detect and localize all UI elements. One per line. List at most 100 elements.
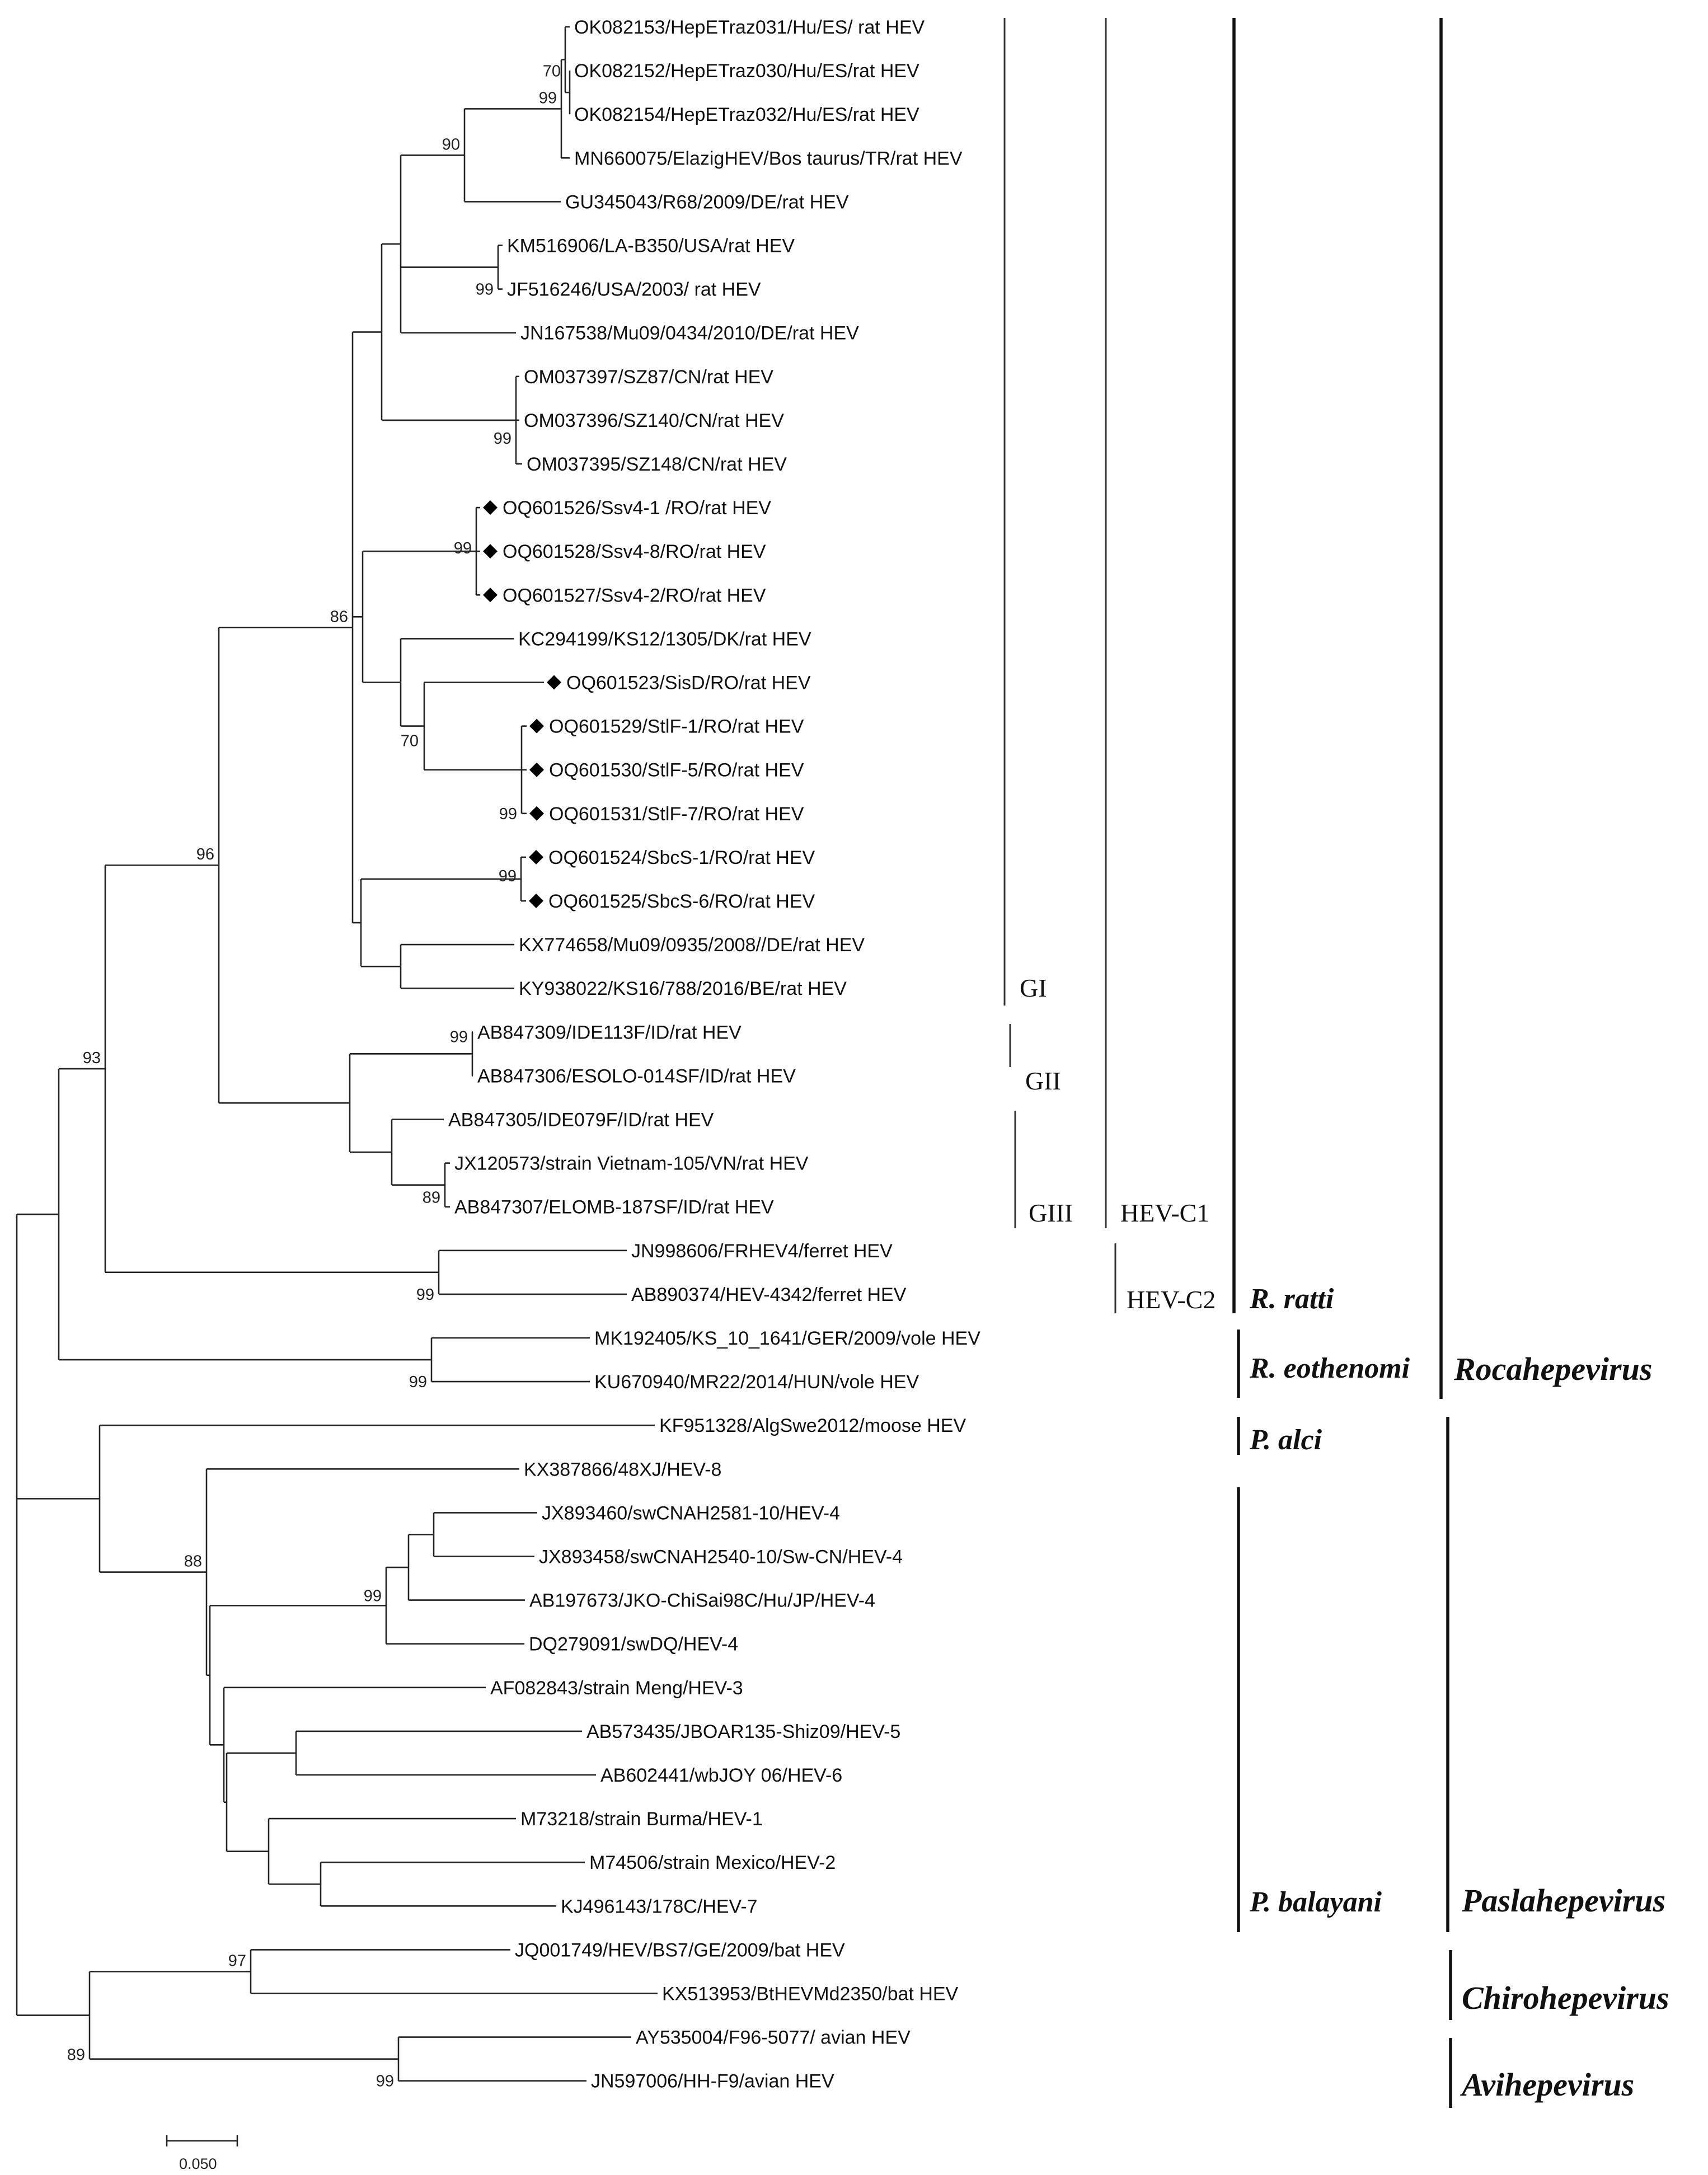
diamond-marker-icon [529, 762, 544, 777]
leaf-label: M73218/strain Burma/HEV-1 [520, 1808, 763, 1830]
leaf-label: OM037395/SZ148/CN/rat HEV [527, 454, 787, 475]
bootstrap-value: 99 [454, 539, 472, 557]
bootstrap-value: 99 [409, 1373, 427, 1391]
genotype-bars [1003, 18, 1452, 2108]
label-hev-c2: HEV-C2 [1127, 1285, 1216, 1314]
diamond-marker-icon [483, 588, 498, 603]
bootstrap-value: 97 [228, 1952, 246, 1970]
leaf-label: OQ601530/StlF-5/RO/rat HEV [549, 760, 804, 781]
diamond-marker-icon [483, 544, 498, 559]
leaf-label: KM516906/LA-B350/USA/rat HEV [507, 236, 795, 257]
leaf-label: M74506/strain Mexico/HEV-2 [589, 1852, 836, 1873]
leaf-label: MK192405/KS_10_1641/GER/2009/vole HEV [594, 1328, 980, 1349]
leaf-label: KF951328/AlgSwe2012/moose HEV [659, 1415, 966, 1436]
leaf-label: AF082843/strain Meng/HEV-3 [490, 1678, 743, 1699]
leaf-label: OM037396/SZ140/CN/rat HEV [524, 410, 784, 431]
leaf-label: KX513953/BtHEVMd2350/bat HEV [662, 1984, 959, 2005]
leaf-label: AB573435/JBOAR135-Shiz09/HEV-5 [586, 1721, 900, 1742]
label-r-ratti: R. ratti [1249, 1283, 1334, 1315]
bootstrap-value: 70 [401, 732, 419, 750]
leaf-label: JF516246/USA/2003/ rat HEV [507, 279, 761, 300]
leaf-label: MN660075/ElazigHEV/Bos taurus/TR/rat HEV [574, 148, 963, 169]
leaf-label: KJ496143/178C/HEV-7 [561, 1896, 758, 1917]
diamond-marker-icon [529, 894, 543, 908]
leaf-label: OQ601526/Ssv4-1 /RO/rat HEV [503, 497, 771, 519]
leaf-label: JN998606/FRHEV4/ferret HEV [631, 1241, 893, 1262]
leaf-label: AB847309/IDE113F/ID/rat HEV [477, 1022, 742, 1043]
label-gii: GII [1025, 1067, 1061, 1095]
bootstrap-value: 90 [442, 135, 460, 153]
label-avihepevirus: Avihepevirus [1460, 2066, 1634, 2103]
leaf-label: KX387866/48XJ/HEV-8 [524, 1459, 721, 1480]
leaf-labels: OK082153/HepETraz031/Hu/ES/ rat HEV OK082… [448, 17, 980, 2092]
leaf-label: OQ601524/SbcS-1/RO/rat HEV [548, 847, 815, 868]
leaf-label: AB890374/HEV-4342/ferret HEV [631, 1284, 907, 1305]
leaf-label: OQ601529/StlF-1/RO/rat HEV [549, 716, 804, 737]
leaf-label: JX893460/swCNAH2581-10/HEV-4 [542, 1502, 840, 1524]
leaf-label: AB847307/ELOMB-187SF/ID/rat HEV [454, 1197, 774, 1218]
leaf-label: KX774658/Mu09/0935/2008//DE/rat HEV [519, 934, 865, 956]
bootstrap-values: 70 99 90 99 99 99 99 70 99 86 99 89 96 99 93 99 99 88 97 99… [67, 63, 561, 2091]
leaf-label: GU345043/R68/2009/DE/rat HEV [565, 191, 849, 213]
scale-bar-label: 0.050 [179, 2155, 217, 2172]
leaf-label: AY535004/F96-5077/ avian HEV [636, 2027, 911, 2049]
clade-labels: GI GII GIII HEV-C1 HEV-C2 R. ratti R. eo… [1020, 974, 1669, 2103]
leaf-label: OQ601528/Ssv4-8/RO/rat HEV [503, 541, 766, 562]
bootstrap-value: 89 [67, 2046, 85, 2064]
leaf-label: OM037397/SZ87/CN/rat HEV [524, 367, 773, 388]
label-hev-c1: HEV-C1 [1120, 1199, 1209, 1227]
diamond-marker-icon [547, 675, 561, 690]
leaf-label: AB197673/JKO-ChiSai98C/Hu/JP/HEV-4 [529, 1590, 875, 1612]
bootstrap-value: 93 [83, 1049, 101, 1067]
bootstrap-value: 70 [543, 63, 561, 81]
leaf-label: KU670940/MR22/2014/HUN/vole HEV [594, 1371, 919, 1393]
tree-branches [16, 26, 658, 2082]
bootstrap-value: 99 [364, 1587, 382, 1605]
label-r-eothenomi: R. eothenomi [1249, 1352, 1410, 1384]
leaf-label: DQ279091/swDQ/HEV-4 [529, 1634, 738, 1655]
leaf-label: OQ601531/StlF-7/RO/rat HEV [549, 804, 804, 825]
label-rocahepevirus: Rocahepevirus [1453, 1351, 1652, 1387]
label-p-alci: P. alci [1249, 1424, 1322, 1456]
bootstrap-value: 99 [494, 430, 512, 448]
leaf-label: OQ601523/SisD/RO/rat HEV [566, 673, 811, 694]
leaf-label: OK082152/HepETraz030/Hu/ES/rat HEV [574, 60, 919, 82]
leaf-label: OQ601527/Ssv4-2/RO/rat HEV [503, 585, 766, 606]
bootstrap-value: 99 [416, 1286, 434, 1304]
label-p-balayani: P. balayani [1249, 1886, 1382, 1918]
label-gi: GI [1020, 974, 1047, 1002]
label-chirohepevirus: Chirohepevirus [1462, 1980, 1669, 2016]
leaf-label: AB847305/IDE079F/ID/rat HEV [448, 1110, 714, 1131]
leaf-label: JX893458/swCNAH2540-10/Sw-CN/HEV-4 [539, 1547, 903, 1568]
bootstrap-value: 99 [376, 2073, 394, 2091]
leaf-label: JQ001749/HEV/BS7/GE/2009/bat HEV [515, 1939, 845, 1961]
diamond-marker-icon [483, 500, 498, 515]
leaf-label: KC294199/KS12/1305/DK/rat HEV [518, 628, 811, 650]
diamond-marker-icon [529, 718, 544, 734]
sample-markers [483, 500, 561, 908]
bootstrap-value: 99 [539, 89, 557, 107]
leaf-label: JN167538/Mu09/0434/2010/DE/rat HEV [520, 323, 859, 344]
leaf-label: KY938022/KS16/788/2016/BE/rat HEV [519, 978, 847, 999]
scale-bar: 0.050 [166, 2135, 238, 2172]
bootstrap-value: 88 [184, 1553, 202, 1571]
bootstrap-value: 99 [499, 867, 517, 885]
diamond-marker-icon [529, 806, 544, 821]
bootstrap-value: 99 [450, 1028, 468, 1046]
leaf-label: OK082154/HepETraz032/Hu/ES/rat HEV [574, 104, 919, 125]
diamond-marker-icon [529, 849, 543, 865]
leaf-label: AB847306/ESOLO-014SF/ID/rat HEV [477, 1065, 796, 1087]
leaf-label: JN597006/HH-F9/avian HEV [591, 2071, 834, 2092]
leaf-label: OK082153/HepETraz031/Hu/ES/ rat HEV [574, 17, 925, 38]
label-paslahepevirus: Paslahepevirus [1461, 1882, 1665, 1919]
bootstrap-value: 99 [499, 805, 517, 823]
leaf-label: OQ601525/SbcS-6/RO/rat HEV [548, 891, 815, 912]
leaf-label: JX120573/strain Vietnam-105/VN/rat HEV [454, 1153, 809, 1175]
bootstrap-value: 89 [423, 1189, 440, 1207]
bootstrap-value: 99 [476, 281, 494, 299]
label-giii: GIII [1029, 1199, 1073, 1227]
bootstrap-value: 86 [330, 608, 348, 626]
leaf-label: AB602441/wbJOY 06/HEV-6 [600, 1765, 842, 1786]
bootstrap-value: 96 [196, 845, 214, 863]
